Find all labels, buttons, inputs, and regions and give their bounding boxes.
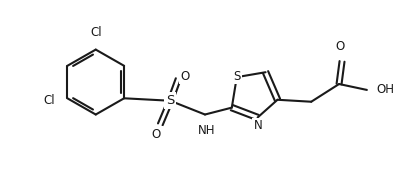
- Text: Cl: Cl: [44, 94, 55, 107]
- Text: N: N: [254, 119, 263, 133]
- Text: Cl: Cl: [90, 26, 102, 39]
- Text: S: S: [233, 70, 241, 83]
- Text: O: O: [181, 70, 190, 83]
- Text: O: O: [152, 128, 161, 141]
- Text: O: O: [335, 40, 345, 52]
- Text: NH: NH: [198, 124, 216, 137]
- Text: S: S: [166, 94, 175, 107]
- Text: OH: OH: [377, 83, 395, 96]
